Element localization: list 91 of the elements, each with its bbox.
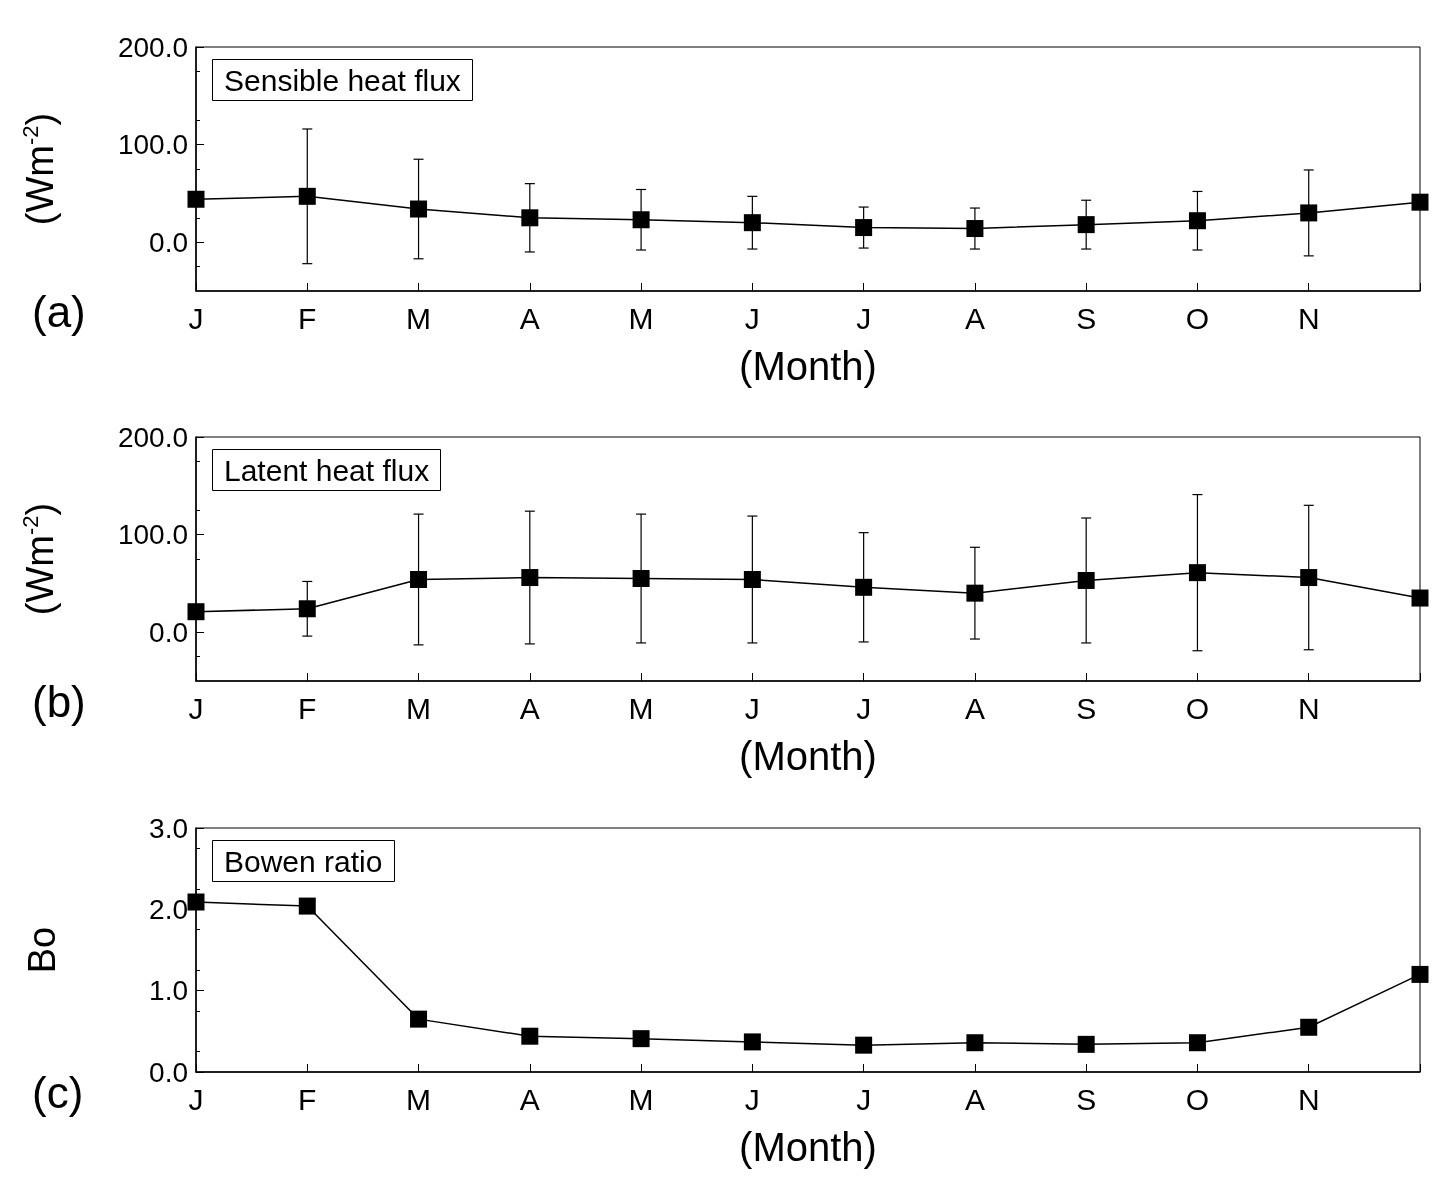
x-tick-label: J [188,691,204,725]
point [1411,589,1429,607]
y-tick-label: 200.0 [117,421,188,453]
point [187,603,205,621]
point [1077,1035,1095,1053]
point [298,187,316,205]
x-tick-label: S [1076,691,1097,725]
text: (a) [32,286,86,336]
point [743,214,761,232]
y-tick-label: 3.0 [149,812,188,844]
x-tick-label: F [298,1082,317,1116]
point [1188,564,1206,582]
point [521,569,539,587]
text: Bowen ratio [224,844,383,878]
point [298,897,316,915]
x-tick-label: A [519,1082,540,1116]
x-tick-label: M [406,691,432,725]
point [632,211,650,229]
x-tick-label: M [628,691,654,725]
point [410,571,428,588]
point [1077,216,1095,234]
point [743,571,761,588]
x-tick-label: O [1185,301,1210,335]
x-axis-title: (Month) [739,734,877,778]
point [1300,569,1318,587]
y-tick-label: 0.0 [149,226,188,258]
point [1188,212,1206,230]
point [743,1033,761,1051]
point [187,893,205,911]
point [1300,204,1318,222]
text: (b) [32,676,86,726]
x-tick-label: J [856,301,872,335]
point [632,1030,650,1048]
text: (c) [32,1067,84,1117]
point [521,1027,539,1045]
x-tick-label: M [628,301,654,335]
x-tick-label: S [1076,1082,1097,1116]
x-tick-label: M [406,301,432,335]
x-tick-label: O [1185,691,1210,725]
x-tick-label: J [856,1082,872,1116]
y-tick-label: 200.0 [117,31,188,63]
y-axis-title: (Wm-2) [17,502,61,616]
x-tick-label: A [519,691,540,725]
x-tick-label: F [298,301,317,335]
x-tick-label: A [519,301,540,335]
point [1188,1034,1206,1052]
point [966,584,984,602]
point [298,600,316,618]
x-tick-label: A [964,301,985,335]
point [855,219,873,237]
point [521,209,539,227]
text: Latent heat flux [224,453,430,487]
point [187,190,205,208]
x-tick-label: J [856,691,872,725]
point [855,1036,873,1054]
x-tick-label: A [964,1082,985,1116]
x-tick-label: J [744,691,760,725]
y-tick-label: 100.0 [117,519,188,551]
y-axis-title: (Wm-2) [17,112,61,226]
point [410,200,428,218]
y-tick-label: 1.0 [149,975,188,1007]
point [1077,571,1095,589]
x-tick-label: J [188,1082,204,1116]
x-tick-label: A [964,691,985,725]
y-axis-title: Bo [21,926,63,974]
x-tick-label: M [406,1082,432,1116]
x-tick-label: O [1185,1082,1210,1116]
point [966,220,984,238]
x-tick-label: F [298,691,317,725]
y-tick-label: 0.0 [149,1056,188,1088]
x-axis-title: (Month) [739,344,877,388]
y-tick-label: 0.0 [149,616,188,648]
point [855,578,873,596]
point [1411,193,1429,211]
point [410,1010,428,1028]
y-tick-label: 2.0 [149,893,188,925]
text: Sensible heat flux [224,63,461,97]
point [1411,965,1429,983]
x-tick-label: J [188,301,204,335]
x-tick-label: S [1076,301,1097,335]
x-tick-label: M [628,1082,654,1116]
x-tick-label: J [744,301,760,335]
point [632,570,650,588]
y-tick-label: 100.0 [117,129,188,161]
x-tick-label: N [1297,1082,1320,1116]
x-axis-title: (Month) [739,1125,877,1169]
point [1300,1018,1318,1036]
point [966,1034,984,1052]
x-tick-label: N [1297,301,1320,335]
x-tick-label: N [1297,691,1320,725]
x-tick-label: J [744,1082,760,1116]
